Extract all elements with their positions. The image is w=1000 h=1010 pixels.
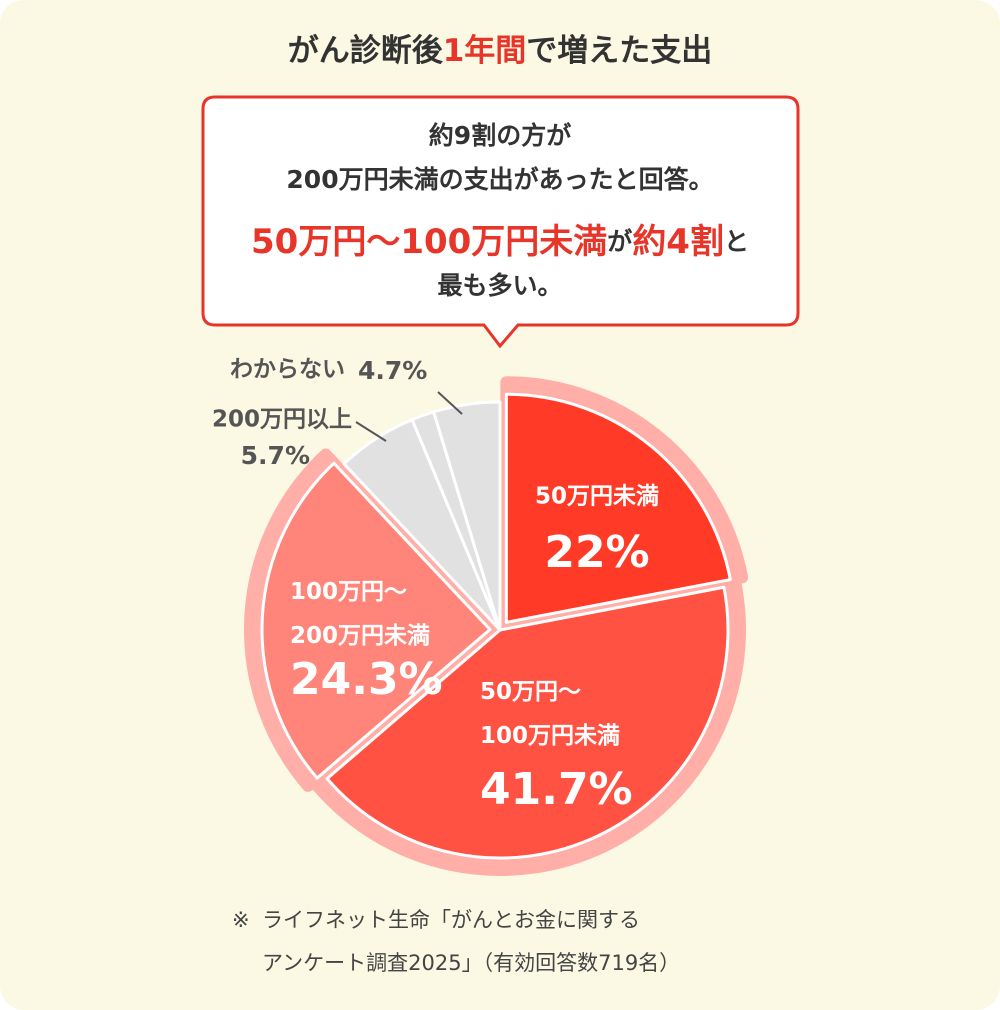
- label-line: 200万円未満: [290, 623, 430, 649]
- leader-line: [355, 421, 387, 442]
- pie-slice: [325, 585, 730, 860]
- pie-slice: [432, 400, 502, 632]
- callout-box: [201, 95, 800, 349]
- value-label: 24.3%: [290, 654, 443, 705]
- slice-label: 100万円〜 200万円未満: [290, 579, 430, 649]
- label-line: 100万円未満: [480, 723, 620, 749]
- callout-line: 約9割の方が: [429, 121, 571, 150]
- callout-text: 50万円〜100万円未満: [251, 222, 607, 262]
- callout-line: 200万円未満の支出があったと回答。: [286, 165, 713, 194]
- value-label: 41.7%: [480, 764, 633, 815]
- source-line: アンケート調査2025」（有効回答数719名）: [262, 951, 680, 975]
- value-label: 22%: [544, 527, 649, 578]
- pie-slice: [260, 461, 492, 780]
- label-line: 100万円〜: [290, 579, 407, 605]
- leader-line: [437, 391, 463, 415]
- slice-label: 50万円未満: [535, 484, 659, 510]
- slice-label: わからない: [230, 357, 345, 383]
- title-part: 1年間: [443, 33, 527, 69]
- slice-label: 200万円以上: [212, 407, 352, 433]
- title-part: がん診断後: [288, 33, 444, 69]
- callout-line: 50万円〜100万円未満が約4割と: [251, 222, 749, 262]
- callout-text: と: [724, 227, 749, 256]
- slice-label: 50万円〜 100万円未満: [480, 679, 620, 749]
- callout-line: 最も多い。: [437, 271, 562, 300]
- value-label: 5.7%: [241, 441, 310, 470]
- chart-title: がん診断後1年間で増えた支出: [288, 33, 713, 69]
- callout-text: 最も多い。: [437, 271, 562, 300]
- callout-text: 約9割の方が: [429, 121, 571, 150]
- value-label: 4.7%: [358, 356, 427, 385]
- pie-slice: [504, 392, 732, 624]
- callout-text: 200万円未満の支出があったと回答。: [286, 165, 713, 194]
- source-mark: ※: [232, 908, 250, 932]
- source-line: ライフネット生命「がんとお金に関する: [262, 908, 640, 932]
- title-part: で増えた支出: [526, 33, 712, 69]
- label-line: 50万円〜: [480, 679, 581, 705]
- callout-text: が: [607, 227, 632, 256]
- callout-text: 約4割: [632, 222, 724, 262]
